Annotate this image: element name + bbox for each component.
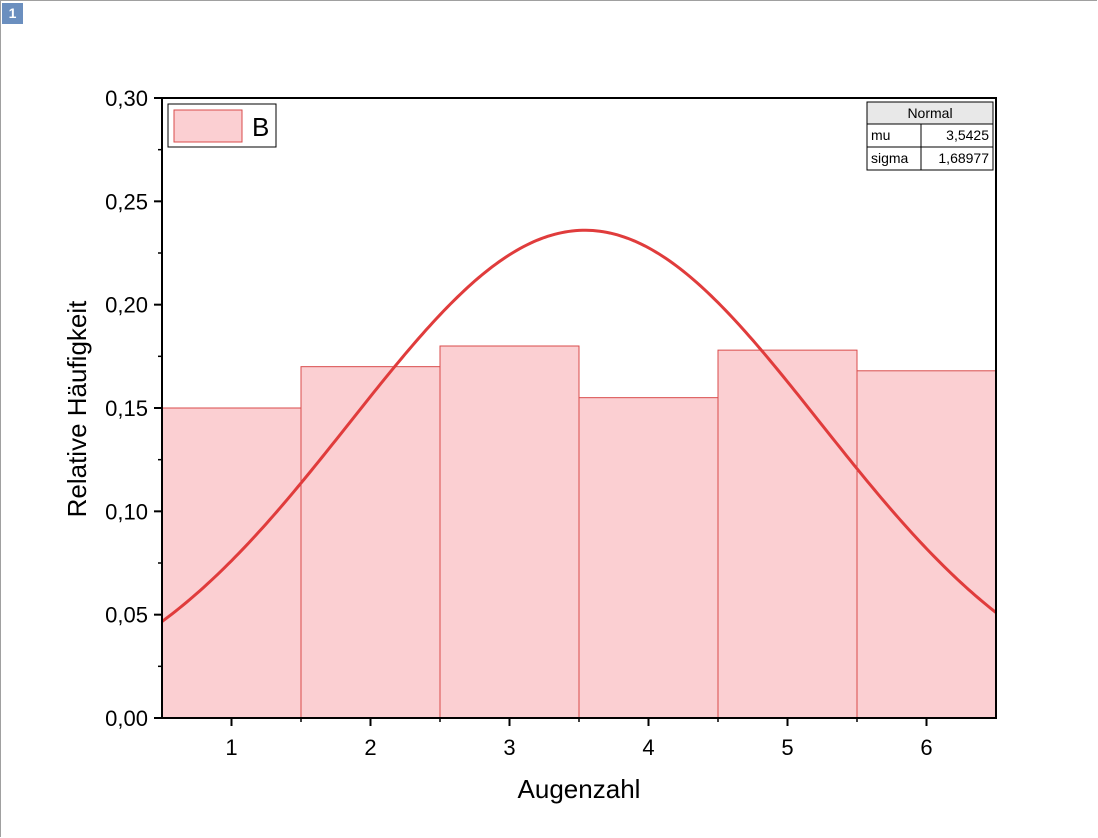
stats-mu-value: 3,5425 (946, 127, 989, 143)
y-tick-label: 0,00 (105, 706, 148, 731)
y-axis: 0,00 0,05 0,10 0,15 0,20 0,25 0,30 (105, 86, 162, 731)
y-axis-title: Relative Häufigkeit (62, 300, 92, 518)
stats-mu-label: mu (871, 127, 890, 143)
bar-3 (439, 345, 580, 719)
x-tick-label: 1 (225, 735, 237, 760)
x-tick-label: 6 (920, 735, 932, 760)
x-axis-title: Augenzahl (518, 774, 641, 804)
bar-4 (578, 397, 719, 719)
x-tick-label: 2 (364, 735, 376, 760)
y-tick-label: 0,20 (105, 293, 148, 318)
y-tick-label: 0,25 (105, 189, 148, 214)
bar-2 (300, 366, 441, 719)
bar-1 (161, 407, 302, 719)
bar-6 (856, 370, 997, 719)
legend[interactable]: B (167, 103, 277, 148)
normal-fit-curve-group (161, 228, 997, 623)
x-axis: 1 2 3 4 5 6 (225, 718, 933, 760)
bars (161, 345, 997, 719)
normal-fit-curve (161, 228, 997, 623)
y-tick-label: 0,15 (105, 396, 148, 421)
x-tick-label: 4 (642, 735, 654, 760)
y-tick-label: 0,30 (105, 86, 148, 111)
legend-swatch (173, 109, 243, 143)
stats-sigma-value: 1,68977 (938, 150, 989, 166)
stats-sigma-label: sigma (871, 150, 909, 166)
bar-5 (717, 349, 858, 719)
stats-table-title: Normal (907, 105, 952, 121)
page-number-badge[interactable]: 1 (2, 3, 23, 24)
stats-table-header (866, 101, 994, 125)
y-tick-label: 0,10 (105, 499, 148, 524)
y-tick-label: 0,05 (105, 603, 148, 628)
x-tick-label: 5 (781, 735, 793, 760)
fit-statistics-table[interactable]: Normal mu 3,5425 sigma 1,68977 (866, 101, 994, 171)
legend-label: B (252, 112, 269, 142)
x-tick-label: 3 (503, 735, 515, 760)
